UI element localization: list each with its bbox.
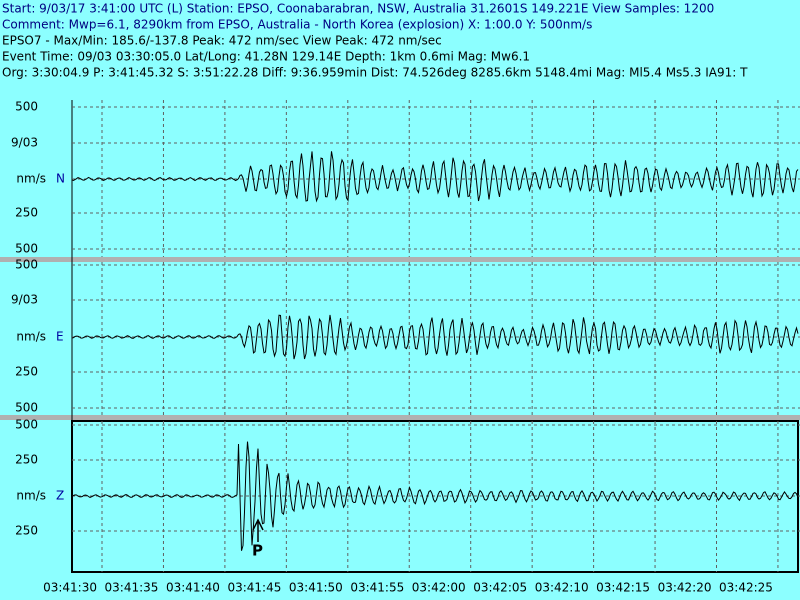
x-tick-label: 03:41:40 bbox=[166, 581, 220, 595]
waveform bbox=[71, 441, 799, 551]
y-label: 500 bbox=[15, 418, 38, 432]
y-label: 250 bbox=[15, 524, 38, 538]
y-label: nm/s bbox=[16, 172, 46, 186]
x-tick-label: 03:42:15 bbox=[596, 581, 650, 595]
y-label: 250 bbox=[15, 206, 38, 220]
header-line: EPSO7 - Max/Min: 185.6/-137.8 Peak: 472 … bbox=[2, 34, 442, 48]
x-tick-label: 03:42:05 bbox=[473, 581, 527, 595]
y-label: 9/03 bbox=[11, 136, 38, 150]
x-tick-label: 03:41:45 bbox=[227, 581, 281, 595]
x-tick-label: 03:41:50 bbox=[289, 581, 343, 595]
y-label: 500 bbox=[15, 401, 38, 415]
header-line: Start: 9/03/17 3:41:00 UTC (L) Station: … bbox=[2, 2, 714, 16]
y-label: 500 bbox=[15, 100, 38, 114]
x-tick-label: 03:41:30 bbox=[43, 581, 97, 595]
x-tick-label: 03:42:10 bbox=[535, 581, 589, 595]
pick-arrow bbox=[252, 518, 264, 542]
waveform bbox=[71, 314, 799, 360]
separator bbox=[0, 257, 800, 262]
y-label: nm/s bbox=[16, 330, 46, 344]
header-line: Event Time: 09/03 03:30:05.0 Lat/Long: 4… bbox=[2, 50, 530, 64]
channel-label: N bbox=[56, 172, 65, 186]
x-tick-label: 03:42:25 bbox=[719, 581, 773, 595]
y-label: 9/03 bbox=[11, 293, 38, 307]
x-tick-label: 03:42:20 bbox=[658, 581, 712, 595]
y-label: 500 bbox=[15, 242, 38, 256]
separator bbox=[0, 415, 800, 420]
pick-label: P bbox=[252, 542, 263, 560]
header-line: Org: 3:30:04.9 P: 3:41:45.32 S: 3:51:22.… bbox=[2, 66, 748, 80]
y-label: 250 bbox=[15, 365, 38, 379]
x-tick-label: 03:42:00 bbox=[412, 581, 466, 595]
channel-label: E bbox=[56, 330, 64, 344]
channel-label: Z bbox=[56, 489, 64, 503]
y-label: 250 bbox=[15, 453, 38, 467]
y-label: nm/s bbox=[16, 489, 46, 503]
waveform bbox=[71, 151, 799, 203]
header-line: Comment: Mwp=6.1, 8290km from EPSO, Aust… bbox=[2, 18, 592, 32]
x-tick-label: 03:41:35 bbox=[105, 581, 159, 595]
y-label: 500 bbox=[15, 258, 38, 272]
x-tick-label: 03:41:55 bbox=[350, 581, 404, 595]
